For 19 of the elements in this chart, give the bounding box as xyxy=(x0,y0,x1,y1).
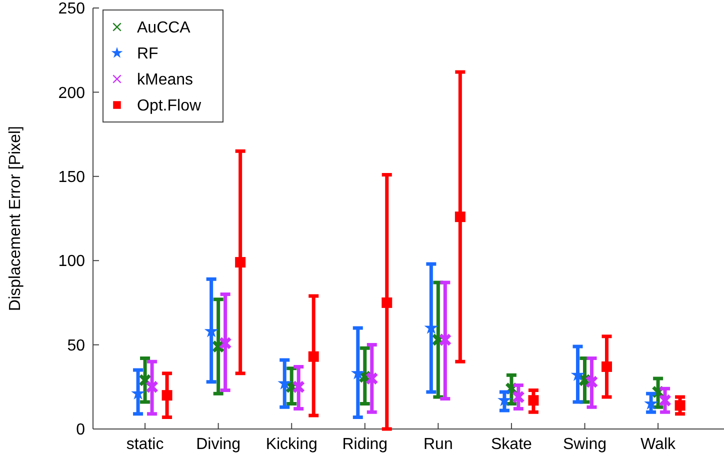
legend-label: RF xyxy=(137,46,159,63)
y-tick-label: 50 xyxy=(67,337,86,354)
x-tick-label: Diving xyxy=(196,436,241,453)
y-tick-label: 0 xyxy=(76,422,86,439)
y-tick-label: 100 xyxy=(58,253,86,270)
y-tick-label: 200 xyxy=(58,84,86,102)
x-tick-label: Run xyxy=(424,436,453,453)
y-axis-title: Displacement Error [Pixel] xyxy=(7,126,24,311)
x-tick-label: static xyxy=(126,436,164,453)
x-tick-label: Swing xyxy=(562,436,607,453)
legend-label: AuCCA xyxy=(137,20,191,37)
y-tick-label: 150 xyxy=(58,169,86,186)
x-tick-label: Riding xyxy=(342,436,388,453)
legend-label: kMeans xyxy=(137,72,194,89)
x-tick-label: Walk xyxy=(640,436,677,453)
x-tick-label: Kicking xyxy=(266,436,318,453)
y-tick-label: 250 xyxy=(58,0,86,18)
x-tick-label: Skate xyxy=(491,436,532,453)
legend-label: Opt.Flow xyxy=(137,98,202,115)
